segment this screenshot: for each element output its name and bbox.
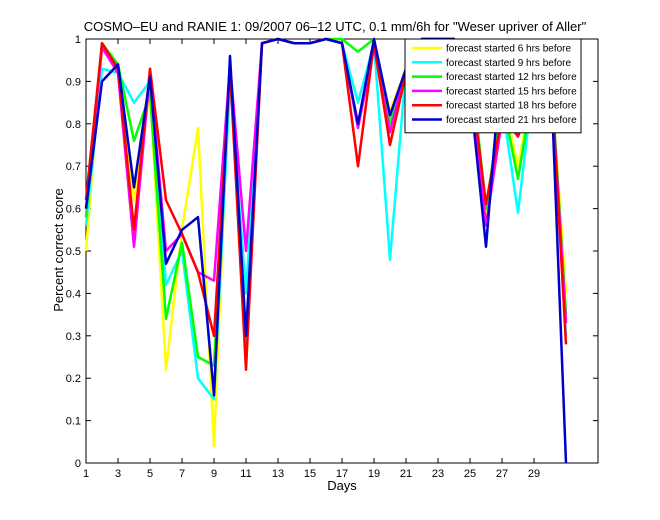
y-tick-label: 0.6	[66, 204, 81, 216]
x-tick-label: 9	[211, 468, 217, 480]
x-tick-label: 29	[528, 468, 540, 480]
y-tick-label: 0.5	[66, 246, 81, 258]
legend-label: forecast started 21 hrs before	[446, 115, 577, 126]
y-axis: 0 0.1 0.2 0.3 0.4 0.5 0.6 0.7 0.8 0.9 1	[66, 34, 598, 470]
x-tick-label: 3	[115, 468, 121, 480]
y-tick-label: 1	[75, 34, 81, 46]
y-tick-label: 0.9	[66, 76, 81, 88]
legend-label: forecast started 15 hrs before	[446, 86, 577, 97]
legend: forecast started 6 hrs before forecast st…	[404, 38, 582, 134]
x-tick-label: 5	[147, 468, 153, 480]
x-axis: 1 3 5 7 9 11 13 15 17 19 21 23 25 27 29	[83, 39, 540, 480]
y-axis-title: Percent correct score	[51, 188, 66, 312]
y-tick-label: 0.7	[66, 161, 81, 173]
x-tick-label: 1	[83, 468, 89, 480]
y-tick-label: 0.2	[66, 373, 81, 385]
x-tick-label: 13	[272, 468, 284, 480]
x-axis-title: Days	[327, 478, 357, 493]
series-line-6	[84, 37, 568, 464]
legend-label: forecast started 18 hrs before	[446, 101, 577, 112]
x-tick-label: 7	[179, 468, 185, 480]
y-tick-label: 0.4	[66, 288, 81, 300]
x-tick-label: 15	[304, 468, 316, 480]
y-tick-label: 0.8	[66, 119, 81, 131]
legend-label: forecast started 6 hrs before	[446, 44, 572, 55]
chart-title: COSMO–EU and RANIE 1: 09/2007 06–12 UTC,…	[84, 19, 587, 34]
x-tick-label: 23	[432, 468, 444, 480]
x-tick-label: 19	[368, 468, 380, 480]
x-tick-label: 17	[336, 468, 348, 480]
y-tick-label: 0.1	[66, 416, 81, 428]
y-tick-label: 0.3	[66, 331, 81, 343]
legend-box	[404, 38, 582, 134]
x-tick-label: 27	[496, 468, 508, 480]
legend-label: forecast started 12 hrs before	[446, 72, 577, 83]
legend-label: forecast started 9 hrs before	[446, 58, 572, 69]
series-lines	[84, 37, 568, 464]
x-tick-label: 21	[400, 468, 412, 480]
y-tick-label: 0	[75, 458, 81, 470]
x-tick-label: 11	[240, 468, 251, 480]
x-tick-label: 25	[464, 468, 476, 480]
